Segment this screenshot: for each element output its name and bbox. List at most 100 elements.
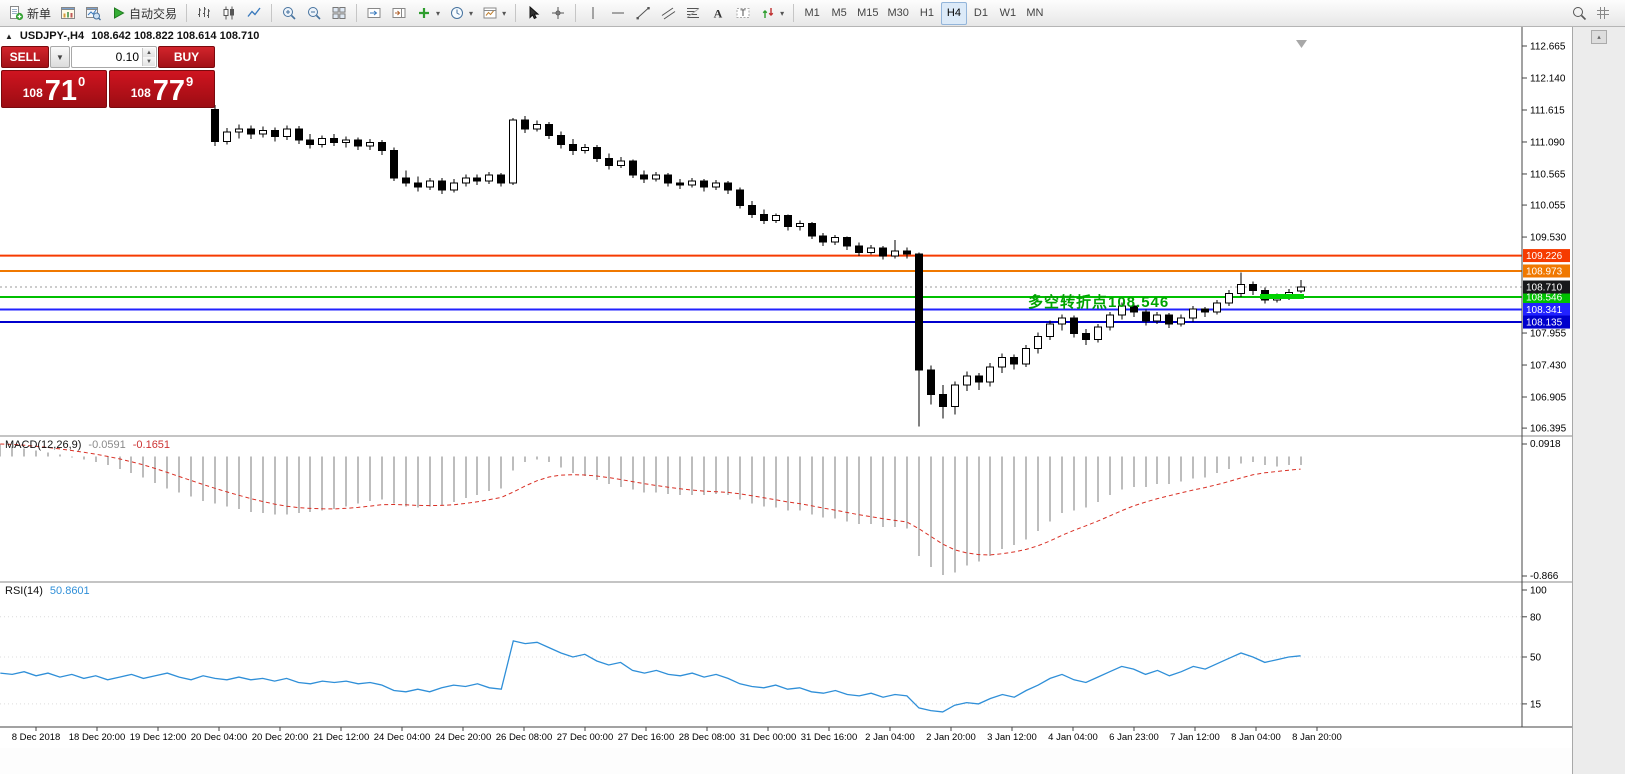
svg-text:2 Jan 04:00: 2 Jan 04:00	[865, 732, 915, 743]
svg-text:-0.866: -0.866	[1530, 571, 1559, 582]
grid-icon	[1595, 5, 1611, 21]
chart-window-icon	[60, 5, 76, 21]
quotes-grid-button[interactable]	[1591, 2, 1615, 25]
bar-chart-icon	[196, 5, 212, 21]
svg-text:107.430: 107.430	[1530, 361, 1567, 372]
dropdown-caret-icon: ▾	[436, 8, 441, 18]
cursor-button[interactable]	[521, 2, 545, 25]
fibonacci-button[interactable]	[681, 2, 705, 25]
indicators-button[interactable]: ▾	[412, 2, 444, 25]
dropdown-caret-icon: ▾	[469, 8, 474, 18]
zoom-in-button[interactable]	[277, 2, 301, 25]
toolbar-separator	[515, 4, 517, 22]
timeframe-m15-button[interactable]: M15	[857, 7, 879, 19]
svg-text:6 Jan 23:00: 6 Jan 23:00	[1109, 732, 1159, 743]
crosshair-button[interactable]	[546, 2, 570, 25]
svg-text:21 Dec 12:00: 21 Dec 12:00	[313, 732, 370, 743]
one-click-trading-panel: SELL ▼ ▲ ▼ BUY 108 71 0 108 77 9	[1, 46, 215, 108]
text-button[interactable]: A	[706, 2, 730, 25]
trendline-icon	[635, 5, 651, 21]
timeframe-d1-button[interactable]: D1	[973, 7, 988, 19]
zoom-out-icon	[306, 5, 322, 21]
candlestick-button[interactable]	[217, 2, 241, 25]
timeframe-m5-button[interactable]: M5	[831, 7, 847, 19]
volume-field[interactable]: ▲ ▼	[71, 46, 157, 68]
channel-button[interactable]	[656, 2, 680, 25]
green-level-segment[interactable]	[1260, 294, 1304, 299]
arrows-button[interactable]: ▾	[756, 2, 788, 25]
volume-input[interactable]	[72, 50, 156, 64]
chart-annotation-text[interactable]: 多空转折点108.546	[1028, 294, 1170, 311]
trade-controls-row: SELL ▼ ▲ ▼ BUY	[1, 46, 215, 68]
volume-spinner[interactable]: ▲ ▼	[142, 48, 155, 66]
label-button[interactable]: T	[731, 2, 755, 25]
toolbar-separator	[356, 4, 358, 22]
horizontal-line-button[interactable]	[606, 2, 630, 25]
svg-text:19 Dec 12:00: 19 Dec 12:00	[130, 732, 187, 743]
auto-scroll-icon	[366, 5, 382, 21]
timeframe-w1-button[interactable]: W1	[999, 7, 1017, 19]
zoom-out-button[interactable]	[302, 2, 326, 25]
svg-text:20 Dec 04:00: 20 Dec 04:00	[191, 732, 248, 743]
periods-button[interactable]: ▾	[445, 2, 477, 25]
tile-windows-button[interactable]	[327, 2, 351, 25]
svg-text:109.530: 109.530	[1530, 233, 1567, 244]
toolbar-separator	[186, 4, 188, 22]
panel-separators	[0, 27, 1572, 728]
bar-chart-button[interactable]	[192, 2, 216, 25]
rsi-value: 50.8601	[49, 585, 90, 597]
strip-collapse-button[interactable]: ▴	[1591, 30, 1607, 44]
svg-text:27 Dec 00:00: 27 Dec 00:00	[557, 732, 614, 743]
toolbar-right-group	[1567, 2, 1615, 25]
strategy-tester-button[interactable]	[81, 2, 105, 25]
search-button[interactable]	[1567, 2, 1591, 25]
sell-price-box[interactable]: 108 71 0	[1, 70, 107, 108]
timeframe-h4-button[interactable]: H4	[940, 1, 967, 25]
chart-area[interactable]: 112.665 112.140 111.615 111.090 110.565 110.0…	[0, 27, 1572, 748]
svg-text:112.665: 112.665	[1530, 42, 1566, 53]
label-icon: T	[735, 5, 751, 21]
line-chart-button[interactable]	[242, 2, 266, 25]
one-click-panel-toggle-icon[interactable]: ▲	[5, 31, 13, 41]
svg-text:108.710: 108.710	[1526, 283, 1563, 294]
macd-main-value: -0.0591	[88, 439, 126, 451]
horizontal-level-lines[interactable]	[0, 254, 1522, 324]
templates-button[interactable]: ▾	[478, 2, 510, 25]
svg-text:T: T	[740, 8, 746, 18]
timeframe-h1-button[interactable]: H1	[919, 7, 934, 19]
rsi-level-lines	[0, 616, 1522, 705]
timeframe-mn-button[interactable]: MN	[1026, 7, 1044, 19]
svg-text:24 Dec 04:00: 24 Dec 04:00	[374, 732, 431, 743]
svg-text:8 Jan 04:00: 8 Jan 04:00	[1231, 732, 1281, 743]
timeframe-m30-button[interactable]: M30	[887, 7, 909, 19]
svg-text:50: 50	[1530, 653, 1542, 664]
svg-text:110.055: 110.055	[1530, 201, 1566, 212]
volume-dropdown-button[interactable]: ▼	[50, 46, 70, 68]
chart-shift-icon	[391, 5, 407, 21]
buy-button[interactable]: BUY	[158, 46, 215, 68]
autotrading-button[interactable]: 自动交易	[106, 2, 181, 25]
price-axis[interactable]: 112.665 112.140 111.615 111.090 110.565 110.0…	[1522, 42, 1567, 711]
line-chart-icon	[246, 5, 262, 21]
new-order-button[interactable]: 新单	[4, 2, 55, 25]
arrows-icon	[760, 5, 776, 21]
buy-price-box[interactable]: 108 77 9	[109, 70, 215, 108]
toolbar-separator	[793, 4, 795, 22]
timeframe-m1-button[interactable]: M1	[804, 7, 820, 19]
vline-icon	[585, 5, 601, 21]
trendline-button[interactable]	[631, 2, 655, 25]
vertical-line-button[interactable]	[581, 2, 605, 25]
svg-text:26 Dec 08:00: 26 Dec 08:00	[496, 732, 553, 743]
svg-text:15: 15	[1530, 699, 1542, 710]
charts-button[interactable]	[56, 2, 80, 25]
time-axis[interactable]: 8 Dec 2018 18 Dec 20:00 19 Dec 12:00 20 Dec…	[12, 727, 1342, 743]
svg-text:108.973: 108.973	[1526, 266, 1563, 277]
svg-text:0.0918: 0.0918	[1530, 439, 1561, 450]
svg-text:109.226: 109.226	[1526, 251, 1563, 262]
chart-shift-button[interactable]	[387, 2, 411, 25]
auto-scroll-button[interactable]	[362, 2, 386, 25]
sell-button[interactable]: SELL	[1, 46, 49, 68]
trade-prices-row: 108 71 0 108 77 9	[1, 70, 215, 108]
ohlc-values: 108.642 108.822 108.614 108.710	[91, 30, 260, 42]
